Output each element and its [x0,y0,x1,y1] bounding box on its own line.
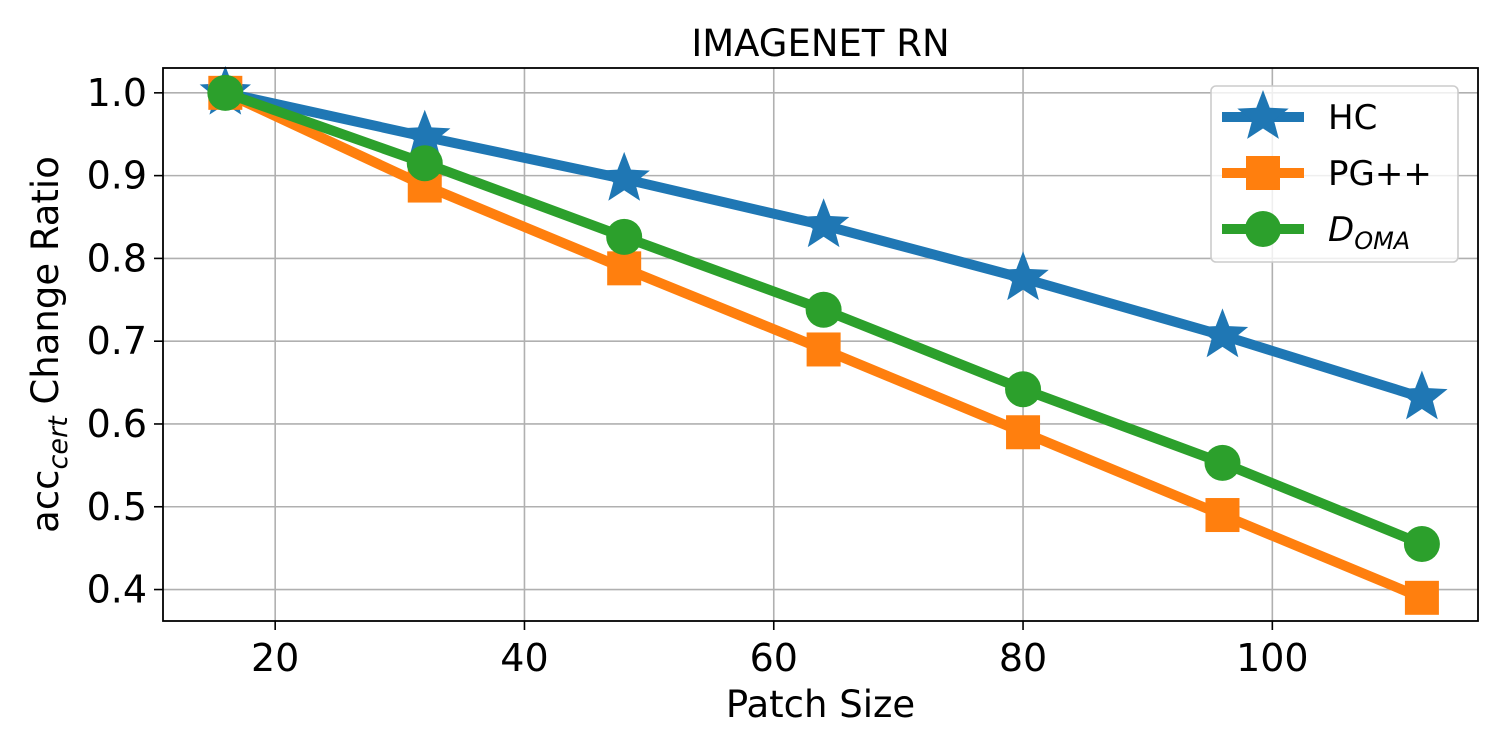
y-tick-label: 0.9 [87,154,147,198]
data-point-circle [1403,526,1440,563]
y-tick-label: 0.8 [87,236,147,280]
y-tick-label: 1.0 [87,71,147,115]
legend-label: PG++ [1328,154,1432,194]
data-point-square [1205,498,1240,533]
data-point-star [797,198,850,248]
data-point-circle [1204,444,1241,481]
legend: HC PG++ DOMA [1210,85,1459,263]
chart-title: IMAGENET RN [691,22,949,65]
y-axis-title-suffix: Change Ratio [24,156,67,416]
data-point-star [1396,370,1448,420]
axis-ticks: 20 40 60 80 100 0.4 0.5 0.6 0.7 0.8 0.9 1.0 [87,71,1309,680]
data-point-star [1196,308,1249,358]
data-point-circle [406,145,443,182]
data-point-star [598,151,650,201]
series-d [207,74,1440,563]
y-tick-label: 0.5 [87,485,147,529]
legend-marker-square [1246,156,1280,190]
data-point-square [1404,580,1439,615]
data-point-circle [805,291,842,328]
data-point-star [997,251,1049,301]
data-point-star [399,109,451,159]
series-layer [199,65,1448,615]
legend-marker-star [1237,90,1289,139]
data-point-circle [1005,371,1042,408]
y-axis-title-subscript: cert [43,415,74,470]
y-axis-title-main: acc [24,469,67,532]
x-tick-label: 20 [251,636,299,680]
x-tick-label: 60 [750,636,798,680]
legend-label: DOMA [1328,210,1410,255]
x-tick-label: 100 [1236,636,1309,680]
x-axis-title: Patch Size [726,683,915,726]
y-tick-label: 0.4 [87,568,147,612]
legend-label: HC [1328,98,1377,138]
x-tick-label: 80 [999,636,1047,680]
legend-marker-circle [1245,211,1281,247]
data-point-square [607,251,642,286]
data-point-square [1006,415,1041,450]
x-tick-label: 40 [500,636,548,680]
data-point-circle [207,74,244,111]
plot-area-frame [162,67,1479,622]
y-tick-label: 0.6 [87,402,147,446]
legend-item: PG++ [1222,154,1432,194]
y-axis-title: acccert Change Ratio [24,156,74,533]
legend-item: DOMA [1222,210,1410,255]
data-point-circle [606,218,643,255]
data-point-square [806,332,841,367]
legend-item: HC [1222,90,1377,139]
y-tick-label: 0.7 [87,319,147,363]
